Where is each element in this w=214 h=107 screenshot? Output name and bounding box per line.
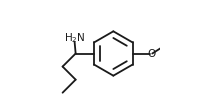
Text: $\mathregular{H_2N}$: $\mathregular{H_2N}$ [64, 31, 85, 45]
Text: O: O [147, 48, 155, 59]
